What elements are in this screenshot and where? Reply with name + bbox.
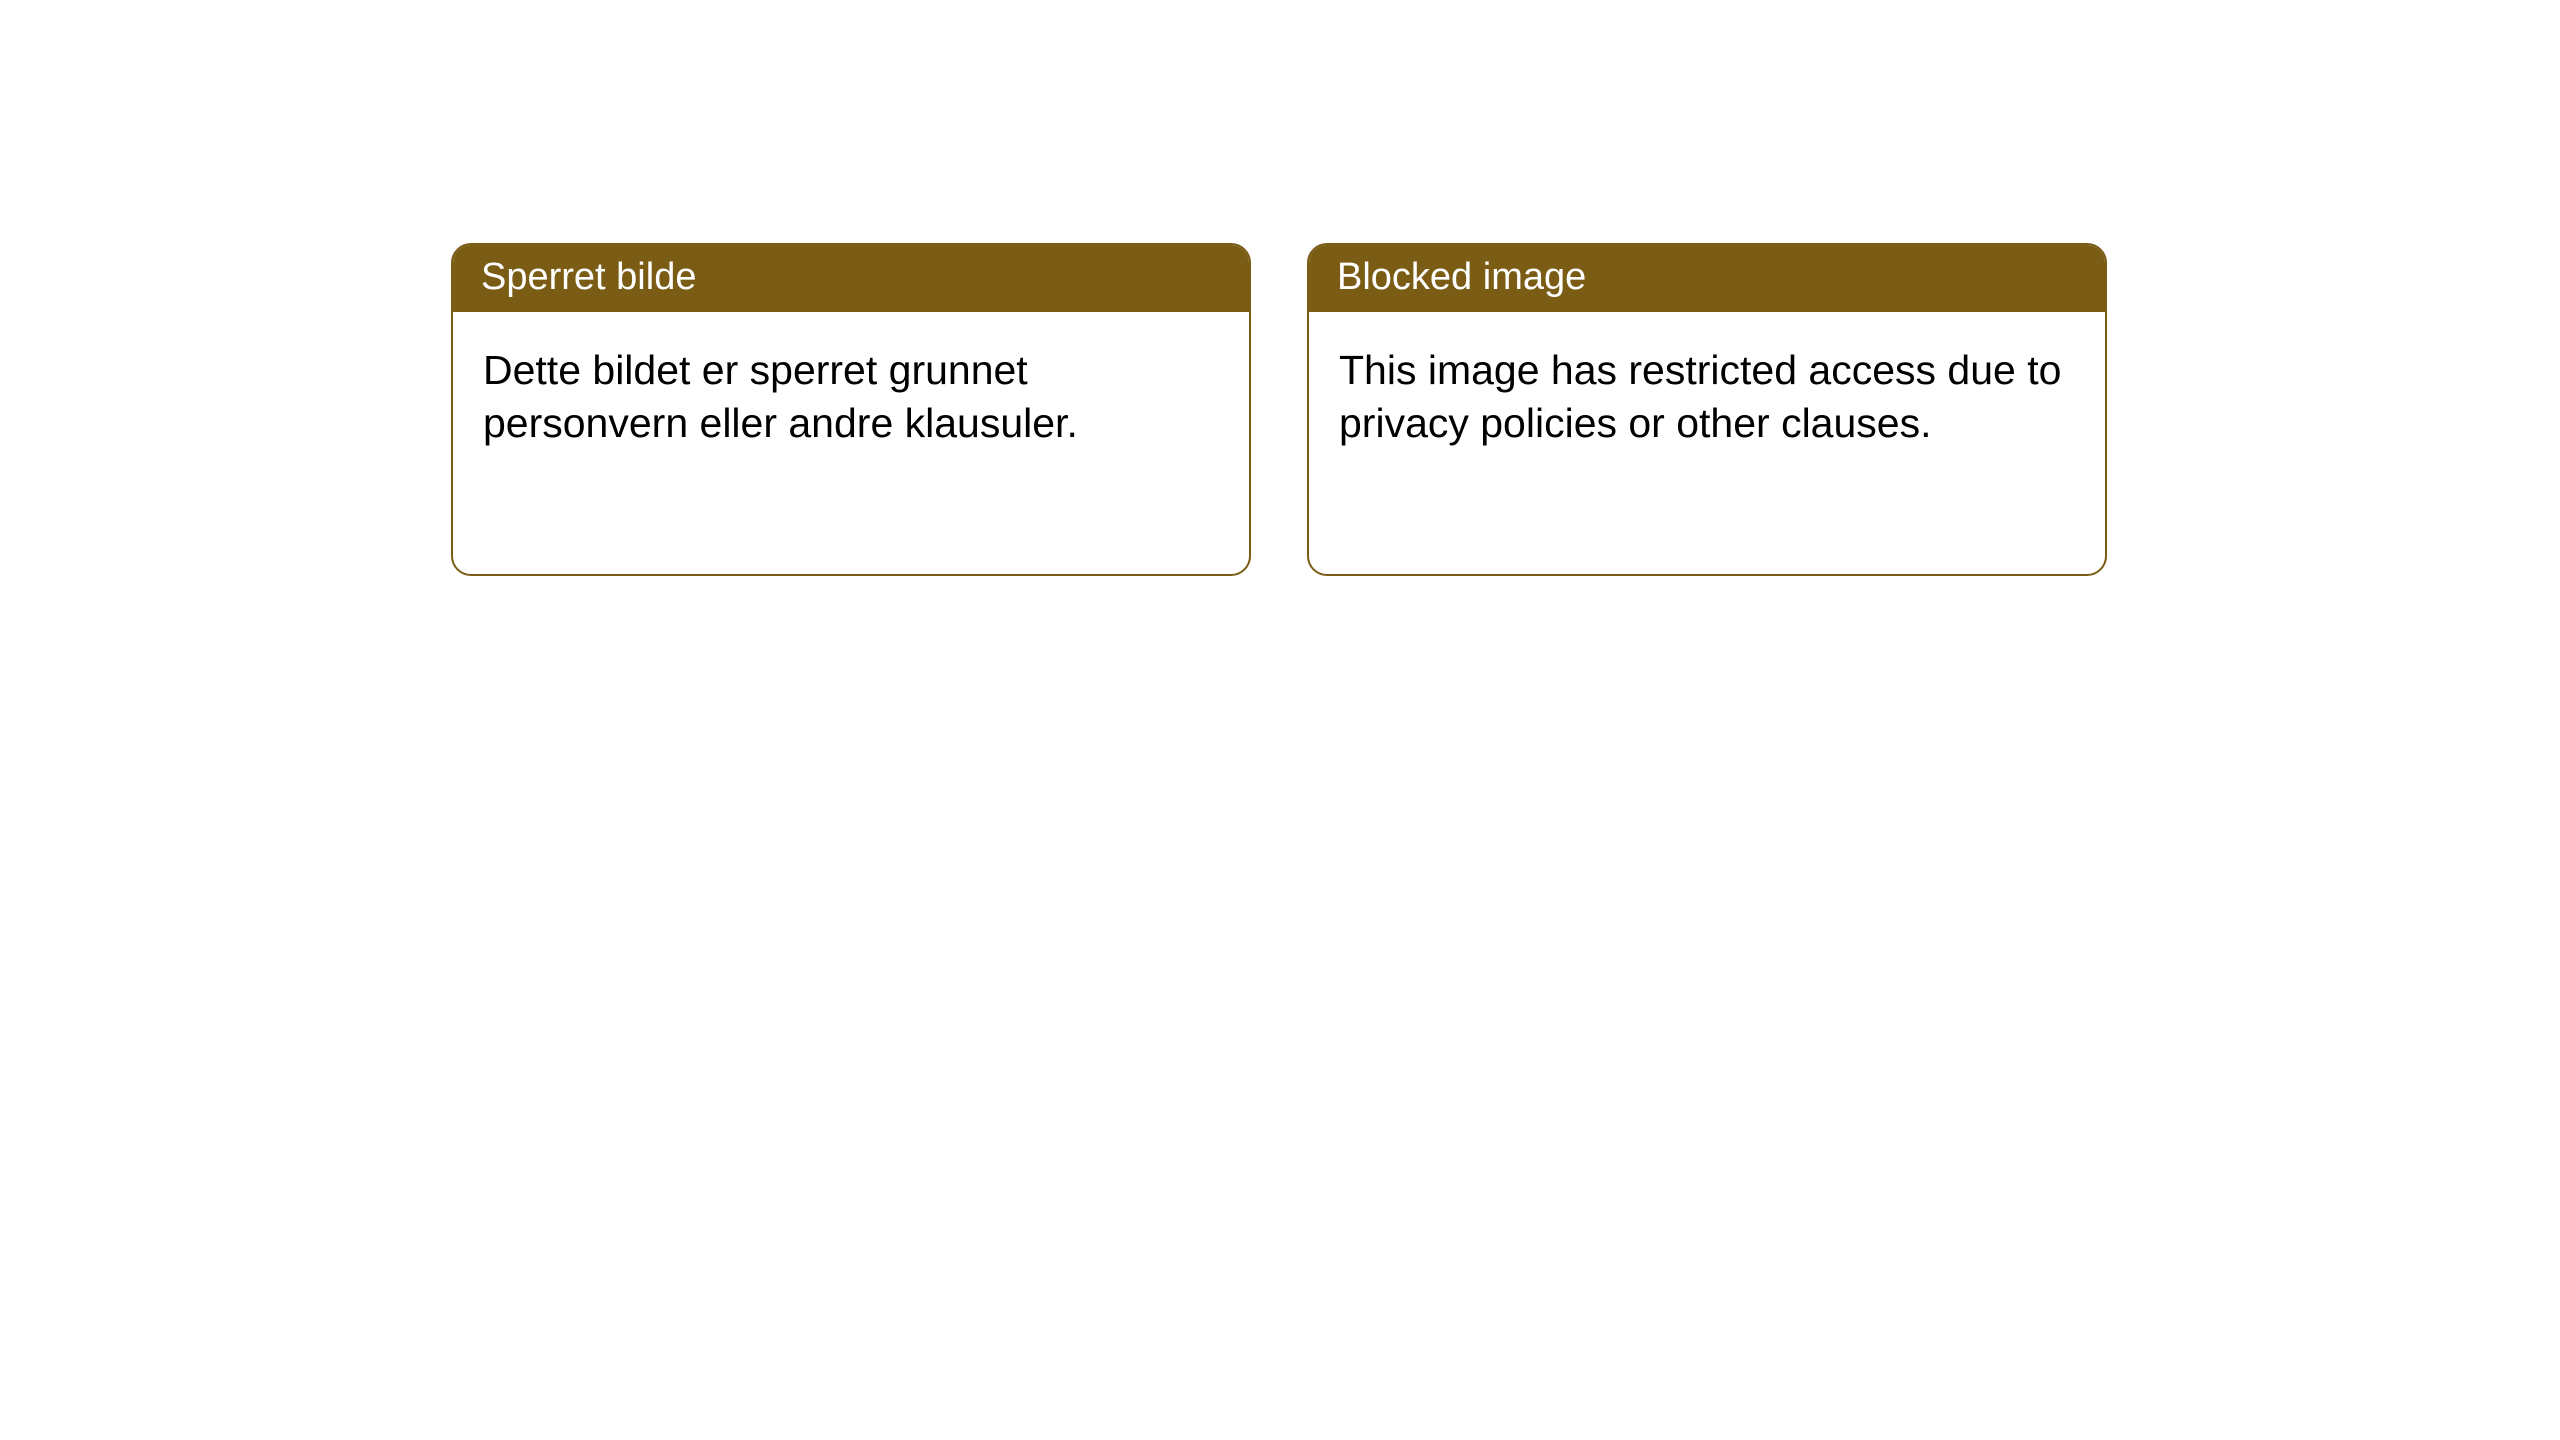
- notice-cards-container: Sperret bilde Dette bildet er sperret gr…: [0, 0, 2560, 576]
- notice-card-english: Blocked image This image has restricted …: [1307, 243, 2107, 576]
- card-header: Blocked image: [1309, 245, 2105, 312]
- card-body-text: Dette bildet er sperret grunnet personve…: [453, 312, 1249, 479]
- card-header: Sperret bilde: [453, 245, 1249, 312]
- card-body-text: This image has restricted access due to …: [1309, 312, 2105, 479]
- notice-card-norwegian: Sperret bilde Dette bildet er sperret gr…: [451, 243, 1251, 576]
